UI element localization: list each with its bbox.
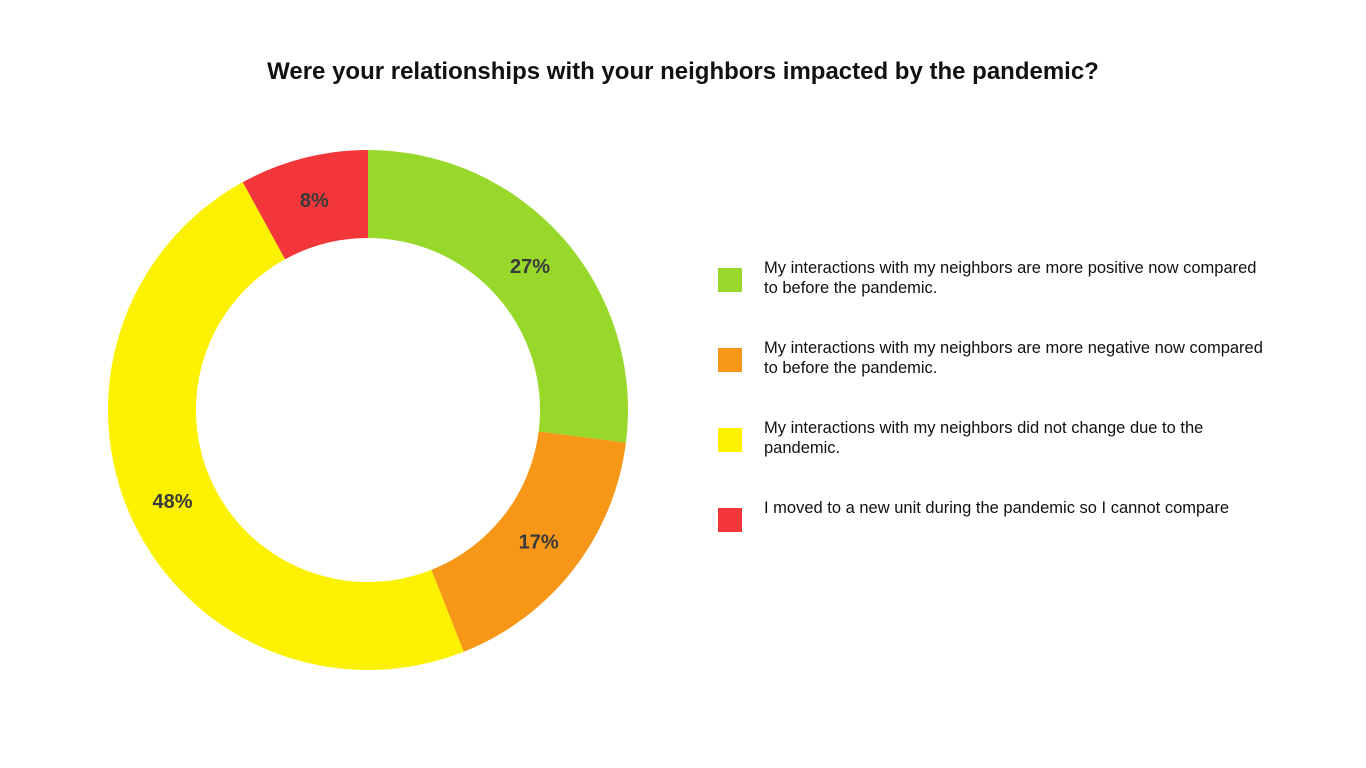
legend-item-2: My interactions with my neighbors are mo… <box>718 338 1278 418</box>
legend-swatch <box>718 348 742 372</box>
slice-data-label-1: 27% <box>510 256 550 278</box>
donut-slice-2 <box>431 431 626 652</box>
legend-item-4: I moved to a new unit during the pandemi… <box>718 498 1278 578</box>
legend-label: My interactions with my neighbors are mo… <box>764 259 1257 297</box>
legend-item-1: My interactions with my neighbors are mo… <box>718 258 1278 338</box>
donut-slice-1 <box>368 150 628 443</box>
legend-swatch <box>718 428 742 452</box>
legend-swatch <box>718 508 742 532</box>
slice-data-label-2: 17% <box>519 531 559 553</box>
legend-label: I moved to a new unit during the pandemi… <box>764 499 1230 517</box>
donut-slice-4 <box>242 150 368 260</box>
donut-slice-3 <box>107 182 464 671</box>
legend-swatch <box>718 268 742 292</box>
legend-label: My interactions with my neighbors did no… <box>764 419 1204 457</box>
slice-data-label-4: 8% <box>300 190 329 212</box>
slice-data-label-3: 48% <box>153 491 193 513</box>
legend-item-3: My interactions with my neighbors did no… <box>718 418 1278 498</box>
legend-label: My interactions with my neighbors are mo… <box>764 339 1263 377</box>
chart-legend: My interactions with my neighbors are mo… <box>718 258 1278 578</box>
chart-title: Were your relationships with your neighb… <box>267 58 1099 85</box>
